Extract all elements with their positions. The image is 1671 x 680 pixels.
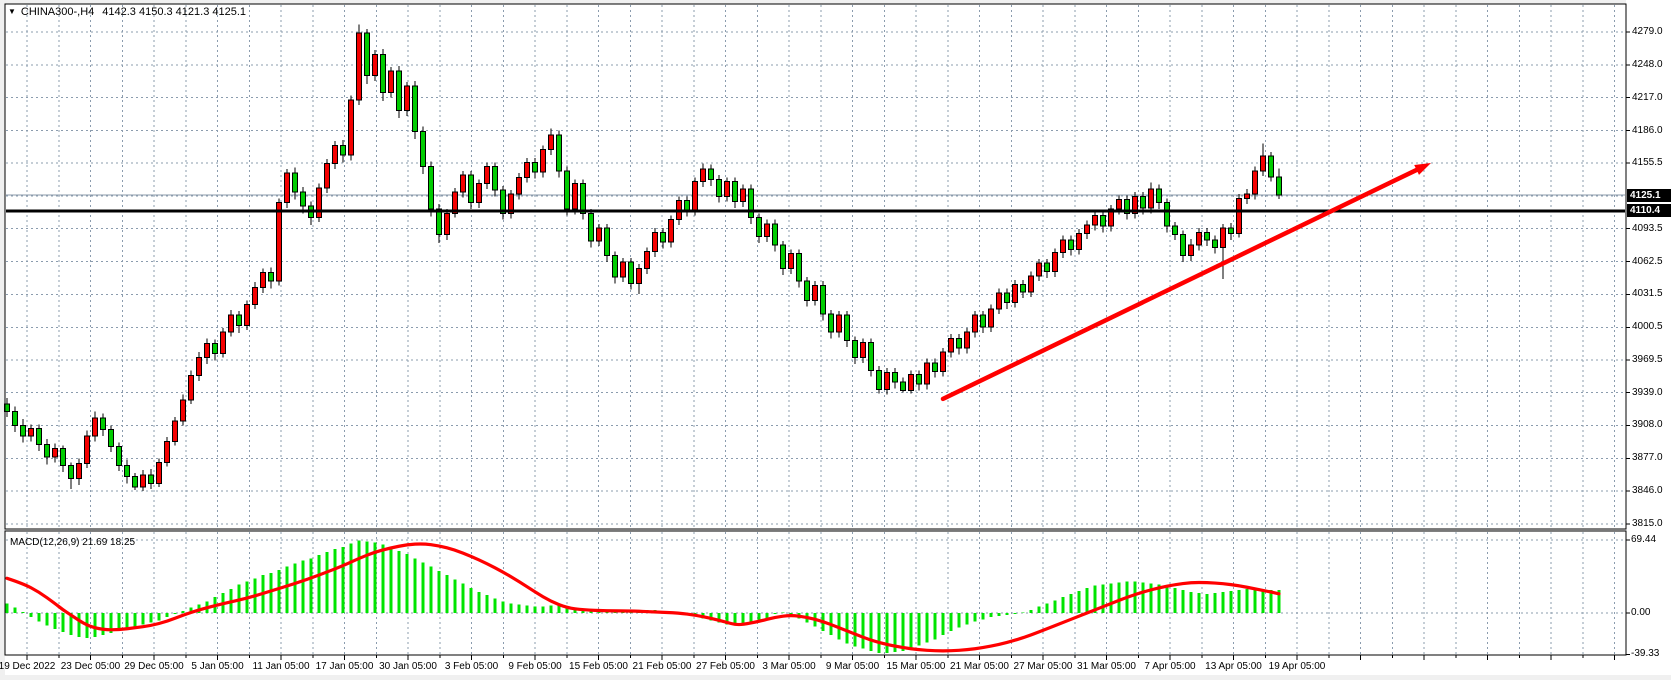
macd-signal-line — [5, 542, 1281, 653]
price-axis-tick-label: 4248.0 — [1632, 58, 1663, 70]
time-axis-label: 31 Mar 05:00 — [1077, 661, 1136, 672]
macd-axis-tick-label: 0.00 — [1631, 607, 1651, 618]
macd-panel-border — [4, 530, 1627, 656]
price-axis-tick-label: 3969.5 — [1632, 354, 1663, 366]
time-axis-label: 5 Jan 05:00 — [191, 661, 244, 672]
price-axis-tick-label: 3846.0 — [1632, 485, 1663, 497]
time-axis-label: 27 Feb 05:00 — [696, 661, 755, 672]
time-axis-label: 9 Mar 05:00 — [825, 661, 880, 672]
time-axis-label: 17 Jan 05:00 — [315, 661, 374, 672]
macd-indicator-label: MACD(12,26,9) 21.69 18.25 — [10, 537, 136, 548]
price-axis-tick-label: 3877.0 — [1632, 452, 1663, 464]
macd-axis-tick-label: 69.44 — [1631, 534, 1657, 545]
time-axis-label: 15 Mar 05:00 — [886, 661, 946, 672]
main-panel-border — [4, 3, 1627, 530]
price-axis-tick-label: 4093.5 — [1632, 222, 1663, 234]
hline-price-tag[interactable]: 4110.4 — [1627, 204, 1671, 218]
price-axis-tick-label: 4186.0 — [1632, 124, 1663, 136]
grid-lines — [6, 5, 1625, 654]
time-axis-label: 3 Feb 05:00 — [444, 661, 499, 672]
candlesticks — [4, 24, 1282, 492]
trend-arrow[interactable] — [940, 162, 1431, 402]
price-axis-tick-label: 4031.5 — [1632, 288, 1663, 300]
time-axis-label: 21 Feb 05:00 — [632, 661, 692, 672]
price-axis-tick-label: 3815.0 — [1632, 518, 1663, 529]
time-axis-label: 19 Apr 05:00 — [1268, 661, 1326, 672]
time-axis-label: 11 Jan 05:00 — [252, 661, 310, 672]
time-axis-label: 9 Feb 05:00 — [508, 661, 562, 672]
time-axis-label: 3 Mar 05:00 — [762, 661, 816, 672]
chart-title: ▼ CHINA300-,H4 4142.3 4150.3 4121.3 4125.1 — [8, 6, 246, 18]
window-bottom-margin — [0, 675, 1671, 680]
bid-price-tag: 4125.1 — [1627, 188, 1671, 202]
price-axis-tick-label: 3908.0 — [1632, 419, 1663, 431]
price-axis-tick-label: 3939.0 — [1632, 386, 1663, 398]
time-axis-label: 7 Apr 05:00 — [1144, 661, 1196, 672]
price-axis-strip — [1626, 0, 1671, 675]
time-axis-label: 13 Apr 05:00 — [1205, 661, 1262, 672]
time-axis-label: 27 Mar 05:00 — [1013, 661, 1073, 672]
chart-symbol-period: CHINA300-,H4 — [20, 6, 95, 18]
time-axis-strip — [5, 655, 1671, 675]
chart-ohlc-values: 4142.3 4150.3 4121.3 4125.1 — [102, 6, 247, 18]
time-axis-label: 15 Feb 05:00 — [569, 661, 628, 672]
chart-collapse-icon[interactable]: ▼ — [8, 7, 16, 16]
time-axis-label: 29 Dec 05:00 — [124, 661, 184, 672]
time-axis-label: 30 Jan 05:00 — [379, 661, 437, 672]
time-axis-label: 21 Mar 05:00 — [950, 661, 1009, 672]
price-axis-tick-label: 4155.5 — [1632, 156, 1663, 168]
macd-axis-tick-label: -39.33 — [1631, 648, 1660, 660]
price-axis-tick-label: 4217.0 — [1632, 91, 1663, 103]
time-axis-label: 19 Dec 2022 — [0, 661, 56, 672]
axis-ticks — [26, 31, 1630, 660]
price-axis-tick-label: 4062.5 — [1632, 255, 1663, 267]
price-axis-tick-label: 4279.0 — [1632, 26, 1663, 37]
time-axis-label: 23 Dec 05:00 — [60, 661, 121, 672]
price-axis-tick-label: 4000.5 — [1632, 321, 1663, 333]
